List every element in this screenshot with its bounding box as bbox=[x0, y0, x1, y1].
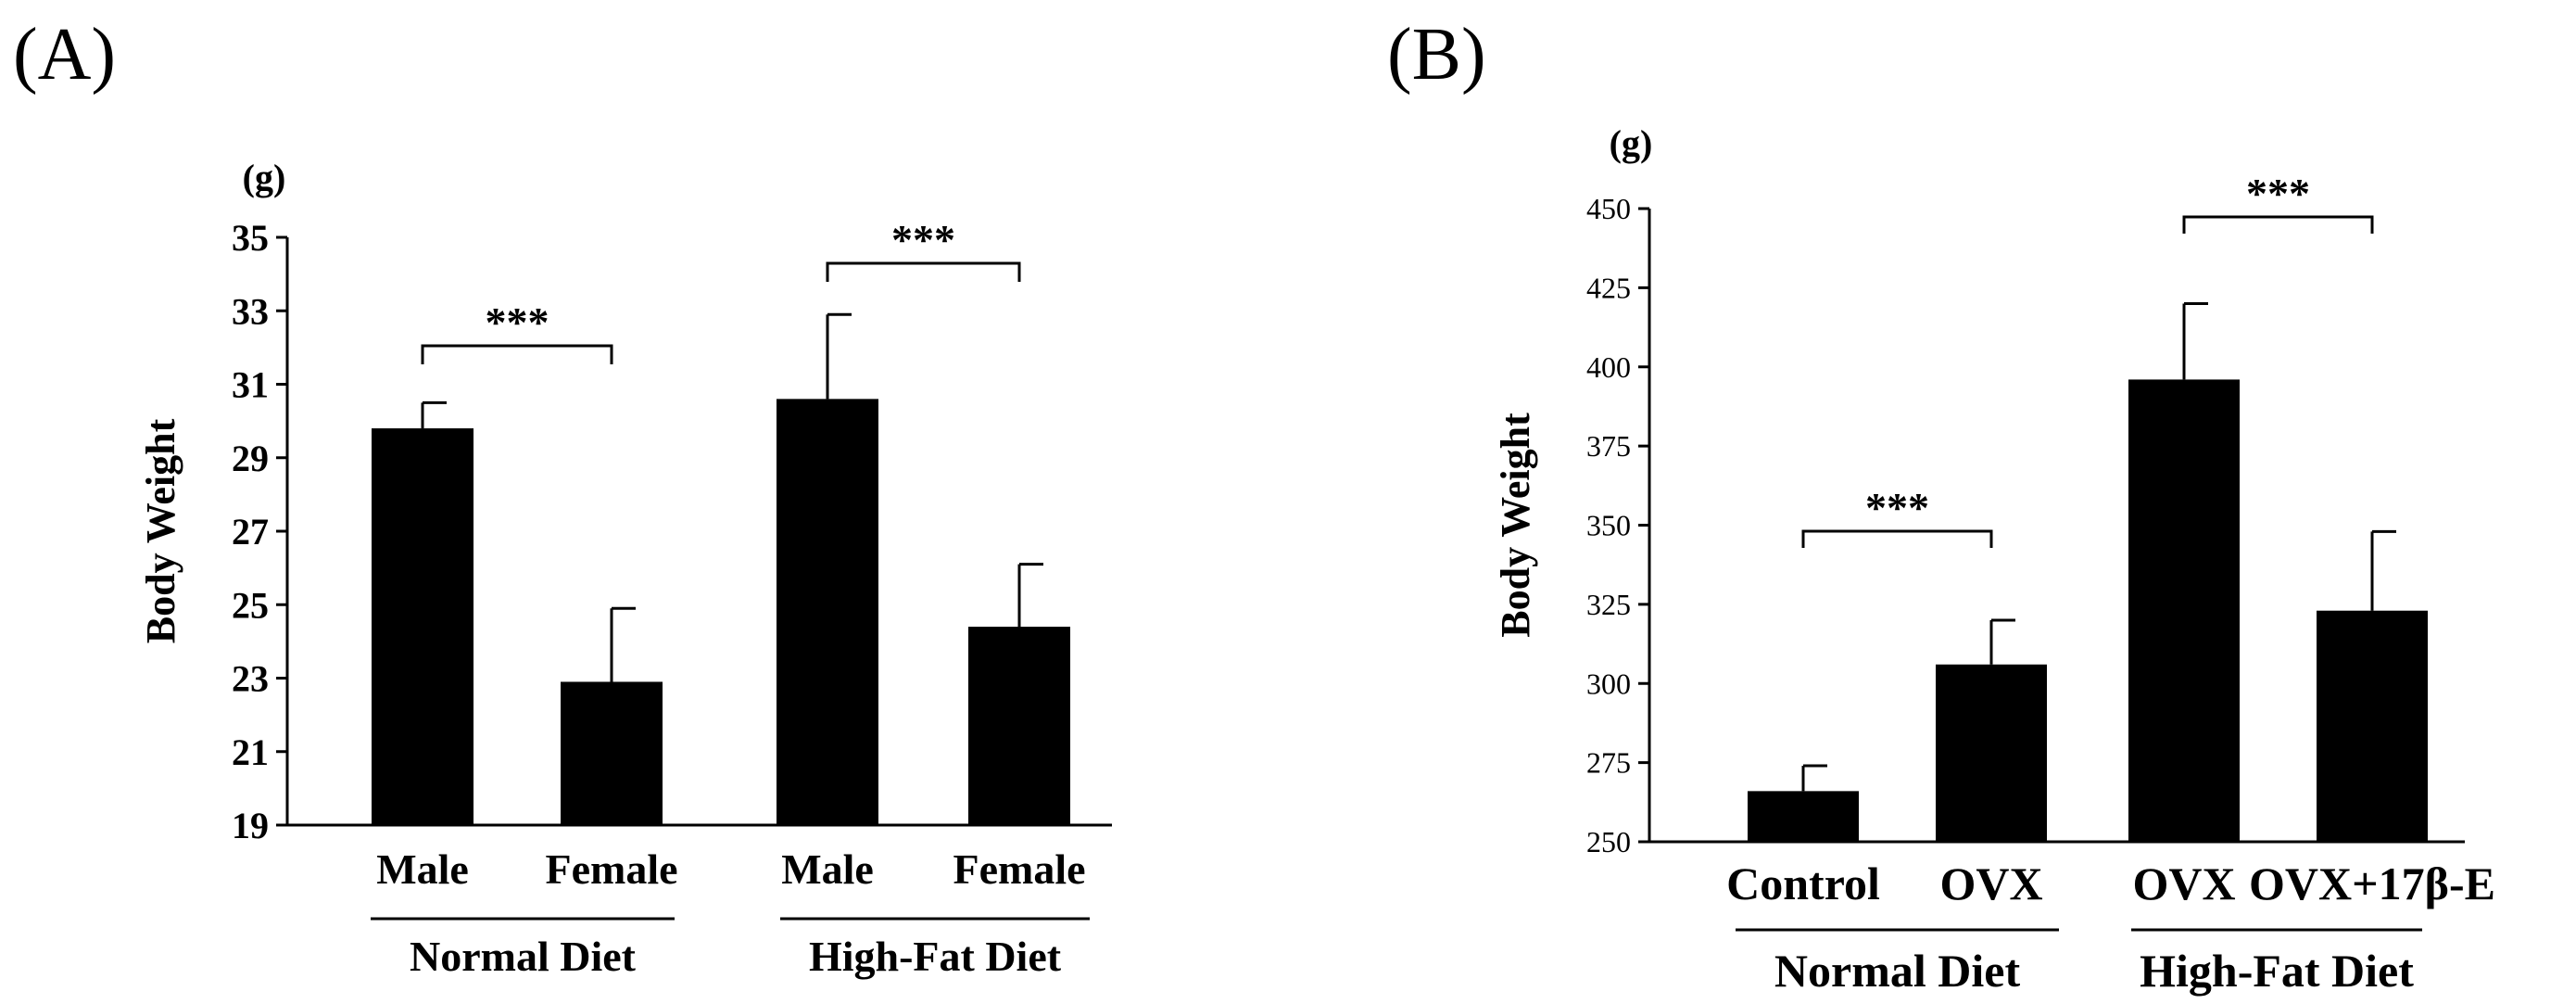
category-label-b: OVX bbox=[1939, 858, 2042, 909]
y-axis-label-a: Body Weight bbox=[138, 418, 183, 643]
y-tick-label-b: 250 bbox=[1586, 825, 1631, 858]
category-label-b: OVX bbox=[2132, 858, 2235, 909]
y-tick-label-b: 425 bbox=[1586, 271, 1631, 304]
significance-label-a: *** bbox=[486, 299, 549, 346]
category-label-a: Male bbox=[376, 845, 469, 893]
y-tick-label-b: 275 bbox=[1586, 746, 1631, 780]
category-label-b: Control bbox=[1726, 858, 1880, 909]
bar-b bbox=[2317, 610, 2428, 842]
panel-b-label: (B) bbox=[1387, 14, 1486, 95]
category-label-a: Female bbox=[545, 845, 677, 893]
y-tick-label-b: 350 bbox=[1586, 509, 1631, 542]
significance-bracket-b bbox=[1801, 529, 1993, 548]
category-label-a: Male bbox=[781, 845, 874, 893]
y-tick-label-a: 27 bbox=[232, 511, 269, 553]
y-tick-label-b: 400 bbox=[1586, 350, 1631, 384]
y-tick-label-b: 325 bbox=[1586, 588, 1631, 621]
y-tick-label-a: 23 bbox=[232, 658, 269, 700]
bar-a bbox=[561, 681, 663, 825]
group-label-a: High-Fat Diet bbox=[809, 933, 1062, 980]
category-label-b: OVX+17β-E bbox=[2249, 858, 2495, 909]
y-tick-label-a: 19 bbox=[232, 805, 269, 846]
group-label-a: Normal Diet bbox=[410, 933, 637, 980]
y-unit-b: (g) bbox=[1610, 122, 1653, 164]
bar-a bbox=[372, 428, 474, 825]
y-tick-label-b: 450 bbox=[1586, 192, 1631, 225]
y-unit-a: (g) bbox=[243, 157, 286, 198]
group-label-b: High-Fat Diet bbox=[2140, 945, 2414, 997]
y-tick-label-b: 375 bbox=[1586, 429, 1631, 463]
bar-b bbox=[1936, 664, 2047, 842]
significance-label-b: *** bbox=[2246, 170, 2310, 217]
y-axis-label-b: Body Weight bbox=[1493, 413, 1538, 638]
y-tick-label-a: 21 bbox=[232, 731, 269, 773]
bar-a bbox=[968, 627, 1070, 825]
group-label-b: Normal Diet bbox=[1774, 945, 2021, 997]
category-label-a: Female bbox=[953, 845, 1085, 893]
panel-a-label: (A) bbox=[13, 14, 117, 95]
bar-b bbox=[1748, 791, 1859, 842]
bar-a bbox=[777, 399, 878, 825]
significance-label-b: *** bbox=[1865, 484, 1929, 531]
significance-bracket-a bbox=[421, 344, 613, 364]
y-tick-label-b: 300 bbox=[1586, 667, 1631, 700]
y-tick-label-a: 31 bbox=[232, 364, 269, 406]
y-tick-label-a: 35 bbox=[232, 217, 269, 259]
significance-label-a: *** bbox=[891, 216, 955, 263]
y-tick-label-a: 25 bbox=[232, 584, 269, 626]
y-tick-label-a: 33 bbox=[232, 290, 269, 332]
y-tick-label-a: 29 bbox=[232, 438, 269, 479]
bar-b bbox=[2128, 379, 2240, 842]
significance-bracket-a bbox=[826, 261, 1021, 282]
significance-bracket-b bbox=[2182, 215, 2374, 234]
